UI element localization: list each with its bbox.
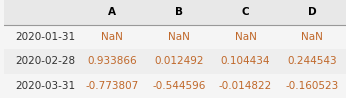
FancyBboxPatch shape xyxy=(79,74,146,98)
FancyBboxPatch shape xyxy=(4,74,79,98)
Text: NaN: NaN xyxy=(168,32,190,42)
FancyBboxPatch shape xyxy=(146,49,212,74)
Text: B: B xyxy=(175,7,183,17)
Text: NaN: NaN xyxy=(235,32,256,42)
Text: 2020-01-31: 2020-01-31 xyxy=(16,32,75,42)
Text: C: C xyxy=(242,7,249,17)
FancyBboxPatch shape xyxy=(4,0,79,24)
FancyBboxPatch shape xyxy=(4,49,79,74)
FancyBboxPatch shape xyxy=(79,24,146,49)
FancyBboxPatch shape xyxy=(212,74,279,98)
FancyBboxPatch shape xyxy=(279,24,346,49)
Text: A: A xyxy=(108,7,116,17)
FancyBboxPatch shape xyxy=(4,24,79,49)
FancyBboxPatch shape xyxy=(146,0,212,24)
Text: 0.244543: 0.244543 xyxy=(288,56,337,66)
Text: -0.014822: -0.014822 xyxy=(219,81,272,91)
FancyBboxPatch shape xyxy=(212,24,279,49)
Text: 0.104434: 0.104434 xyxy=(221,56,270,66)
Text: NaN: NaN xyxy=(301,32,323,42)
FancyBboxPatch shape xyxy=(279,74,346,98)
Text: -0.160523: -0.160523 xyxy=(285,81,339,91)
Text: 2020-02-28: 2020-02-28 xyxy=(16,56,75,66)
Text: 2020-03-31: 2020-03-31 xyxy=(16,81,75,91)
FancyBboxPatch shape xyxy=(279,0,346,24)
FancyBboxPatch shape xyxy=(79,0,146,24)
FancyBboxPatch shape xyxy=(79,49,146,74)
Text: -0.773807: -0.773807 xyxy=(86,81,139,91)
Text: 0.933866: 0.933866 xyxy=(88,56,137,66)
Text: 0.012492: 0.012492 xyxy=(154,56,204,66)
Text: -0.544596: -0.544596 xyxy=(152,81,206,91)
FancyBboxPatch shape xyxy=(212,49,279,74)
FancyBboxPatch shape xyxy=(146,24,212,49)
FancyBboxPatch shape xyxy=(146,74,212,98)
FancyBboxPatch shape xyxy=(212,0,279,24)
Text: D: D xyxy=(308,7,317,17)
FancyBboxPatch shape xyxy=(279,49,346,74)
Text: NaN: NaN xyxy=(101,32,123,42)
